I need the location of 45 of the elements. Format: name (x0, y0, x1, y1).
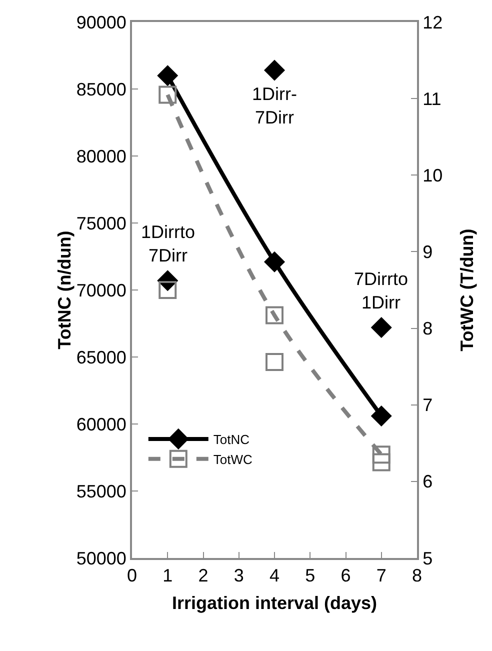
y2-tick-label: 11 (422, 88, 442, 109)
y-tick-label: 75000 (76, 213, 126, 234)
y-tick-label: 70000 (76, 280, 126, 300)
y2-tick-label: 8 (422, 318, 433, 339)
x-tick-label: 1 (162, 566, 173, 586)
y2-tick-label: 10 (422, 165, 443, 186)
x-tick-label: 5 (305, 566, 316, 586)
legend-label: TotWC (213, 452, 252, 467)
y2-tick-label: 5 (422, 548, 433, 568)
x-axis-title: Irrigation interval (days) (172, 593, 378, 614)
point (266, 306, 284, 324)
x-tick-label: 7 (376, 566, 386, 586)
x-tick-label: 8 (412, 566, 422, 586)
legend-label: TotNC (213, 432, 250, 448)
point (266, 352, 284, 371)
x-tick-label: 0 (126, 566, 138, 586)
annotation: 1Dirrto 7Dirr (141, 222, 196, 266)
y2-tick-label: 6 (422, 472, 433, 492)
annotation: 7Dirrto 1Dirr (354, 269, 408, 312)
y-axis-title: TotNC (n/dun) (54, 230, 74, 350)
x-tick-label: 4 (269, 566, 280, 586)
point (372, 453, 390, 472)
y2-tick-label: 7 (422, 395, 433, 416)
point (371, 317, 392, 338)
y-tick-label: 80000 (76, 146, 126, 166)
x-tick-label: 2 (198, 566, 208, 586)
x-tick-label: 6 (340, 566, 351, 586)
y-tick-label: 60000 (76, 414, 126, 434)
point (264, 252, 285, 272)
y-tick-label: 90000 (76, 12, 126, 32)
point (158, 281, 177, 299)
point (264, 60, 285, 80)
y2-axis-title: TotWC (T/dun) (457, 228, 477, 352)
x-tick-label: 3 (234, 566, 244, 586)
point (158, 86, 177, 104)
point (158, 66, 178, 86)
y-tick-label: 85000 (76, 79, 126, 100)
y2-tick-label: 9 (422, 242, 433, 262)
y-tick-label: 50000 (76, 548, 126, 568)
y-tick-label: 65000 (76, 347, 126, 368)
point (371, 406, 392, 426)
point (372, 446, 390, 464)
y-tick-label: 55000 (76, 481, 126, 502)
annotation: 1Dirr- 7Dirr (252, 84, 297, 128)
y2-tick-label: 12 (422, 12, 443, 32)
